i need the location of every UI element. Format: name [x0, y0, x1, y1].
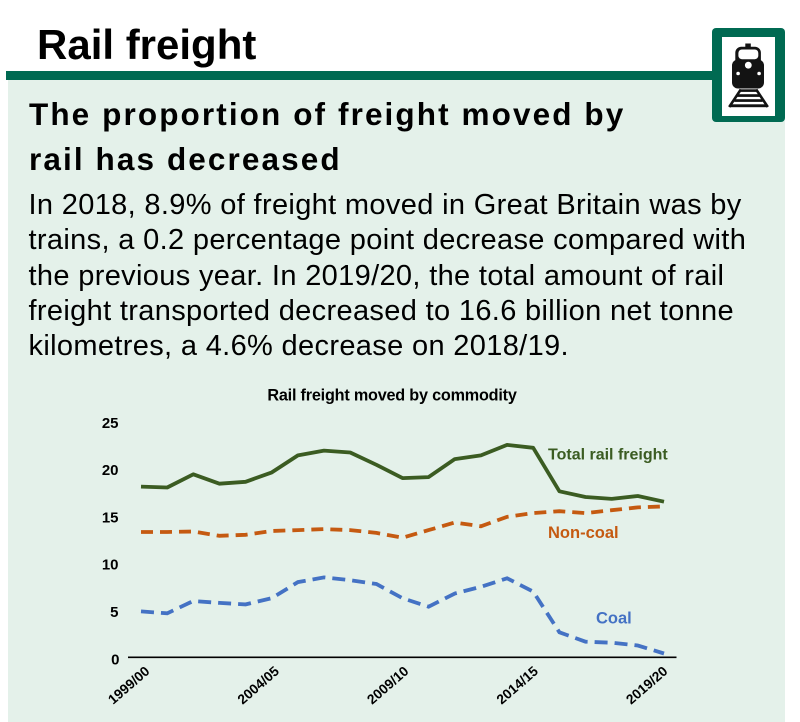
svg-text:2004/05: 2004/05 — [235, 663, 282, 707]
svg-text:10: 10 — [102, 557, 119, 574]
svg-text:2019/20: 2019/20 — [623, 663, 670, 707]
svg-text:25: 25 — [102, 415, 119, 432]
svg-text:2014/15: 2014/15 — [494, 663, 541, 707]
svg-text:2009/10: 2009/10 — [364, 663, 411, 707]
svg-text:1999/00: 1999/00 — [105, 663, 152, 707]
svg-text:0: 0 — [111, 651, 119, 668]
svg-text:Total rail freight: Total rail freight — [548, 447, 668, 464]
svg-text:5: 5 — [110, 604, 118, 621]
svg-text:15: 15 — [102, 509, 119, 526]
svg-text:Coal: Coal — [596, 610, 632, 628]
svg-text:Non-coal: Non-coal — [548, 524, 619, 542]
svg-text:Rail freight moved by commodit: Rail freight moved by commodity — [267, 387, 516, 405]
svg-text:20: 20 — [102, 462, 119, 479]
